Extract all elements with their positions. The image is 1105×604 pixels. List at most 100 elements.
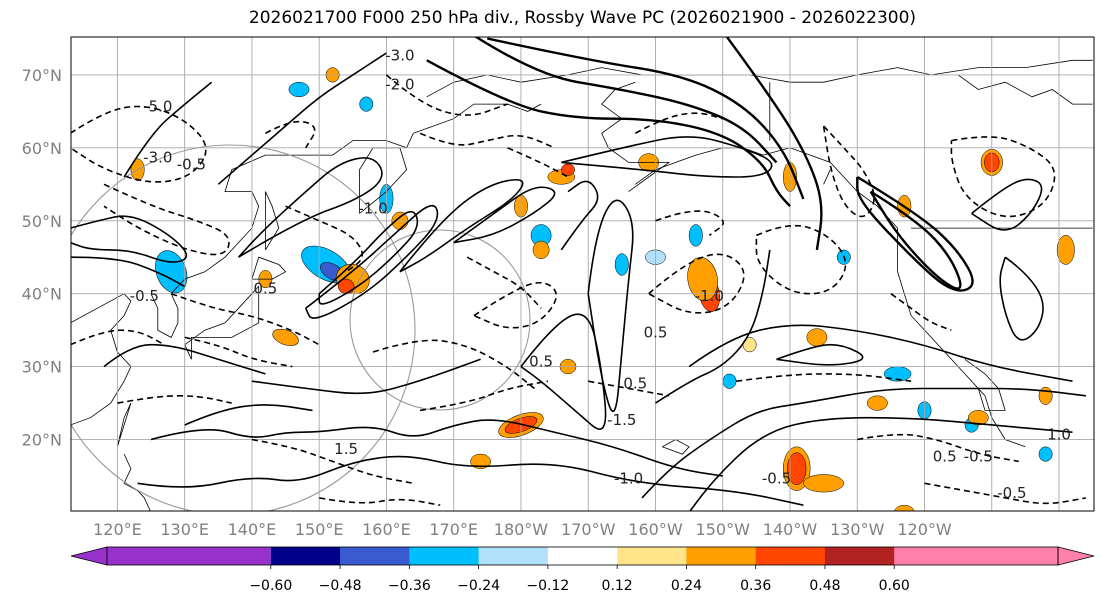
colorbar-tick-labels: −0.60 −0.48 −0.36 −0.24 −0.12 0.12 0.24 0.36 0.4… [249,565,910,594]
contour-positive [561,136,773,178]
lon-label: 130°W [830,520,885,539]
contour-positive [520,313,607,430]
contour-positive [251,358,481,395]
lon-label: 130°E [160,520,209,539]
contour-positive [560,180,599,251]
contour-label: -0.5 [130,287,159,305]
contour-negative [285,205,364,273]
radius-circle [71,144,416,511]
lon-label: 180°W [494,520,549,539]
contour-negative [184,336,293,368]
contour-positive [304,204,439,319]
contour-positive [725,37,823,251]
coastline [265,191,280,251]
lat-label: 30°N [22,358,62,377]
contour-label: -1.0 [358,200,387,218]
contour-label: 0.5 [253,280,277,298]
colorbar-under [70,546,108,566]
colorbar-tick-label: 0.60 [879,578,910,594]
contour-label: -0.5 [762,469,791,487]
colorbar-tick-label: 0.36 [740,578,771,594]
lat-label: 60°N [22,139,62,158]
contour-positive [999,256,1044,341]
lon-label: 170°E [429,520,478,539]
colorbar-segment [107,547,271,565]
contour-negative [950,136,1056,218]
contour-negative [755,224,847,295]
contour-negative [890,293,952,331]
colorbar-frame [106,546,1059,566]
lon-label: 150°E [295,520,344,539]
colorbar-tick-label: −0.12 [526,578,569,594]
coastline [601,81,671,192]
shaded-area [1056,235,1075,265]
contour-positive [641,387,1086,499]
coastline [957,74,1093,105]
lon-label: 120°W [897,520,952,539]
contour-negative [466,256,542,309]
coastline [184,285,260,360]
coastline [123,453,151,511]
contour-positive [150,419,723,477]
contour-label: -3.0 [143,148,172,166]
contour-negative [634,112,723,135]
colorbar-tick-label: 0.12 [602,578,633,594]
contour-labels: -3.0 -2.0 -5.0 -3.0 -0.5 -1.0 -0.5 0.5 0.5 0.5 1.5… [130,46,1071,502]
contour-label: -5.0 [143,97,172,115]
contour-positive [137,455,804,506]
colorbar-tick-label: −0.60 [249,578,292,594]
map-frame [70,36,1095,512]
lon-label: 160°W [628,520,683,539]
colorbar [70,546,1095,566]
coastline [662,439,690,455]
lon-label: 140°W [763,520,818,539]
shaded-area [806,328,828,347]
contour-positive [399,178,524,273]
contour-positive [776,343,864,366]
shaded-area [288,81,310,98]
contour-negative [822,125,875,218]
map-background [71,37,1094,511]
contour-positive [426,59,791,208]
contour-negative [507,147,569,178]
lon-label: 140°E [228,520,277,539]
contour-label: -3.0 [385,46,414,64]
contour-positive [487,37,805,200]
colorbar-segment [755,547,826,565]
coastline [150,103,542,338]
colorbar-segment [824,547,895,565]
contour-positive [71,215,188,263]
coastline [823,169,831,185]
lon-label: 160°E [362,520,411,539]
contour-label: 0.5 [644,323,668,341]
coastline [964,358,1006,411]
coastline [251,256,287,280]
contour-negative [251,438,414,485]
shaded-area [867,395,888,411]
contour-positive [587,199,634,413]
shaded-area [687,257,718,302]
contour-negative [588,380,670,397]
contour-positive [123,81,213,178]
colorbar-tick-label: 0.48 [809,578,840,594]
shaded-area [272,328,299,346]
shaded-area [359,96,374,112]
contour-label: 0.5 [623,375,647,393]
contour-negative [857,433,1019,463]
shaded-area [561,163,575,176]
colorbar-segment [547,547,618,565]
contour-negative [655,210,724,237]
contour-positive [856,175,974,292]
colorbar-tick-label: −0.24 [457,578,500,594]
shaded-area [1038,386,1053,405]
shaded-area [722,373,737,389]
colorbar-tick-label: −0.36 [388,578,431,594]
contour-positive [688,324,1073,382]
contour-negative [385,74,508,116]
longitude-labels: 120°E 130°E 140°E 150°E 160°E 170°E 180°W 170°W… [93,520,952,539]
contour-positive [71,256,186,288]
shaded-area [470,453,491,469]
contour-positive [655,249,771,404]
contour-label: 0.5 [933,447,957,465]
